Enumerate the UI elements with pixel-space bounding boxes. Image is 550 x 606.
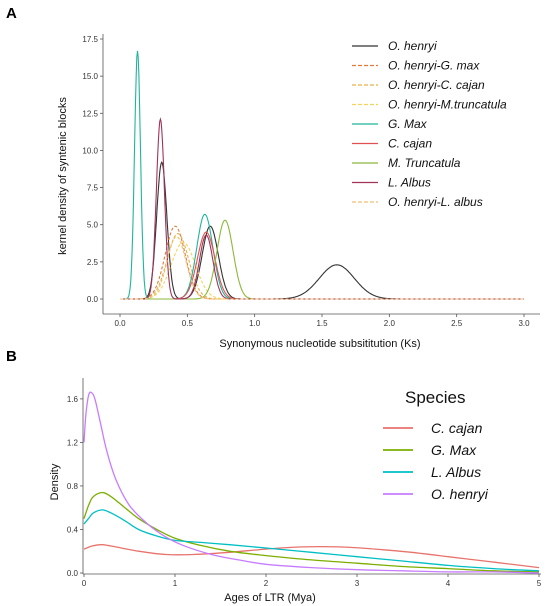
legend-label: M. Truncatula [388, 156, 461, 170]
y-tick-label: 0.0 [67, 569, 79, 578]
legend-label: O. henryi-G. max [388, 59, 480, 73]
legend-label: O. henryi [388, 39, 437, 53]
legend-label: L. Albus [388, 176, 431, 190]
legend-label: O. henryi-L. albus [388, 195, 483, 209]
legend-label: C. cajan [431, 420, 483, 436]
y-tick-label: 12.5 [82, 109, 98, 118]
series-line-c-cajan [83, 544, 540, 569]
panel-a-chart: 0.0 0.5 1.0 1.5 2.0 2.5 3.0 0.0 2.5 5.0 7.5 10.0 12.… [57, 34, 540, 350]
x-axis-title: Ages of LTR (Mya) [224, 592, 316, 604]
y-axis-title: Density [49, 463, 61, 500]
legend-label: G. Max [388, 117, 428, 131]
y-axis-title: kernel density of syntenic blocks [57, 97, 69, 255]
x-tick-label: 3 [355, 579, 360, 588]
series-line-l-albus [120, 117, 524, 300]
legend-label: G. Max [431, 442, 477, 458]
legend-label: L. Albus [431, 464, 481, 480]
x-tick-label: 3.0 [518, 319, 530, 328]
x-tick-label: 0 [82, 579, 87, 588]
y-tick-label: 1.2 [67, 438, 79, 447]
y-tick-label: 17.5 [82, 35, 98, 44]
legend-label: O. henryi-C. cajan [388, 78, 485, 92]
legend-label: C. cajan [388, 137, 432, 151]
y-tick-label: 10.0 [82, 146, 98, 155]
series-line-l-albus [83, 509, 540, 572]
y-tick-label: 0.8 [67, 482, 79, 491]
x-tick-label: 2.5 [451, 319, 463, 328]
x-tick-label: 2 [264, 579, 269, 588]
series-line-o-henryi [83, 391, 540, 574]
x-tick-label: 0.0 [114, 319, 126, 328]
x-tick-label: 2.0 [384, 319, 396, 328]
x-tick-label: 1.5 [316, 319, 328, 328]
y-tick-label: 5.0 [87, 221, 99, 230]
x-tick-label: 5 [537, 579, 542, 588]
series-line-o-henryi-m-truncatula [120, 241, 524, 300]
x-tick-label: 4 [446, 579, 451, 588]
panel-label-b: B [6, 348, 17, 365]
panel-b-chart: 0 1 2 3 4 5 0.0 0.4 0.8 1.2 1.6 Ages of LTR (Mya) De… [49, 378, 542, 604]
x-tick-label: 1.0 [249, 319, 261, 328]
series-line-o-henryi-g-max [120, 225, 524, 300]
series-line-m-truncatula [120, 219, 524, 300]
y-tick-label: 7.5 [87, 184, 99, 193]
x-axis-title: Synonymous nucleotide subsititution (Ks) [219, 338, 420, 350]
y-tick-label: 2.5 [87, 258, 99, 267]
y-tick-label: 1.6 [67, 395, 79, 404]
series-line-o-henryi-l-albus [120, 236, 524, 300]
legend-title: Species [405, 388, 465, 407]
panel-label-a: A [6, 5, 17, 22]
y-tick-label: 0.4 [67, 525, 79, 534]
y-tick-label: 0.0 [87, 295, 99, 304]
legend-label: O. henryi-M.truncatula [388, 98, 507, 112]
y-tick-label: 15.0 [82, 72, 98, 81]
x-tick-label: 1 [173, 579, 178, 588]
series-line-o-henryi [120, 161, 524, 300]
legend-label: O. henryi [431, 486, 489, 502]
x-tick-label: 0.5 [182, 319, 194, 328]
